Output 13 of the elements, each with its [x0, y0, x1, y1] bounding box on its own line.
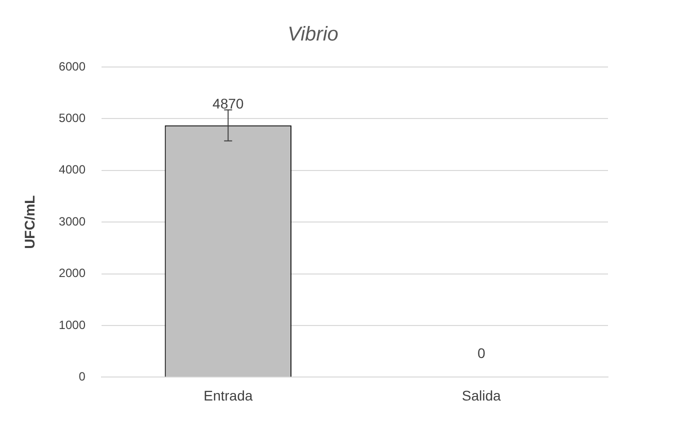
y-tick-label: 0	[78, 370, 86, 384]
y-tick-label: 6000	[58, 59, 86, 74]
data-label: 0	[477, 345, 486, 362]
data-label: 4870	[212, 95, 244, 112]
x-tick-label: Salida	[462, 387, 502, 404]
y-tick-label: 1000	[58, 318, 86, 332]
y-tick-label: 3000	[58, 214, 86, 228]
chart-title: Vibrio	[288, 24, 338, 46]
y-axis-title: UFC/mL	[21, 194, 38, 249]
y-tick-label: 5000	[58, 111, 86, 126]
y-tick-label: 2000	[58, 266, 86, 280]
y-tick-label: 4000	[58, 162, 86, 177]
x-tick-label: Entrada	[204, 387, 253, 404]
